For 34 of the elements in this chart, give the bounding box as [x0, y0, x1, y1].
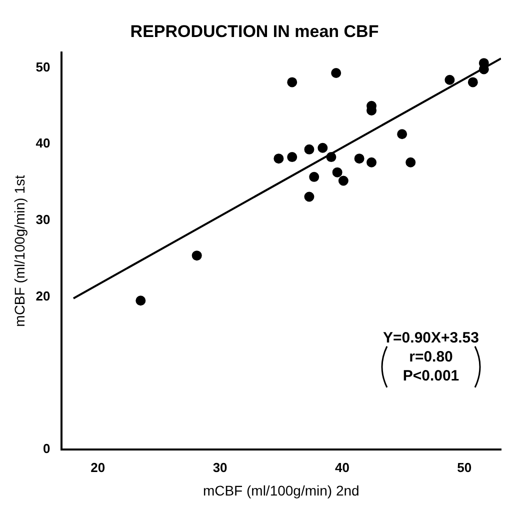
point	[287, 152, 298, 162]
annotation: Y=0.90X+3.53	[383, 330, 479, 347]
point	[287, 77, 298, 88]
y-axis-title: mCBF (ml/100g/min) 1st	[11, 175, 28, 327]
annotation: P<0.001	[402, 368, 460, 385]
point	[406, 157, 416, 168]
point	[274, 154, 284, 164]
y-tick-label: 40	[36, 136, 50, 151]
x-tick-label: 30	[212, 460, 228, 475]
annotation: r=0.80	[409, 348, 453, 366]
point	[304, 144, 314, 154]
chart-title: REPRODUCTION IN mean CBF	[130, 22, 379, 41]
point	[309, 172, 320, 182]
point	[468, 77, 478, 88]
point	[332, 167, 342, 178]
x-axis-title: mCBF (ml/100g/min) 2nd	[202, 482, 360, 498]
point	[326, 152, 336, 162]
point	[192, 250, 202, 261]
point	[331, 68, 342, 78]
point	[318, 142, 328, 153]
point	[366, 157, 377, 168]
y-tick-label: 50	[36, 59, 50, 74]
point	[338, 176, 348, 186]
point	[397, 129, 408, 140]
point	[444, 74, 455, 85]
point	[304, 192, 314, 202]
x-tick-label: 20	[90, 460, 106, 475]
y-tick-label: 0	[43, 441, 50, 456]
point	[136, 296, 146, 306]
x-tick-label: 40	[334, 460, 350, 475]
y-tick-label: 20	[36, 288, 50, 304]
point	[354, 154, 364, 164]
x-tick-label: 50	[457, 460, 472, 475]
y-tick-label: 30	[36, 212, 50, 228]
